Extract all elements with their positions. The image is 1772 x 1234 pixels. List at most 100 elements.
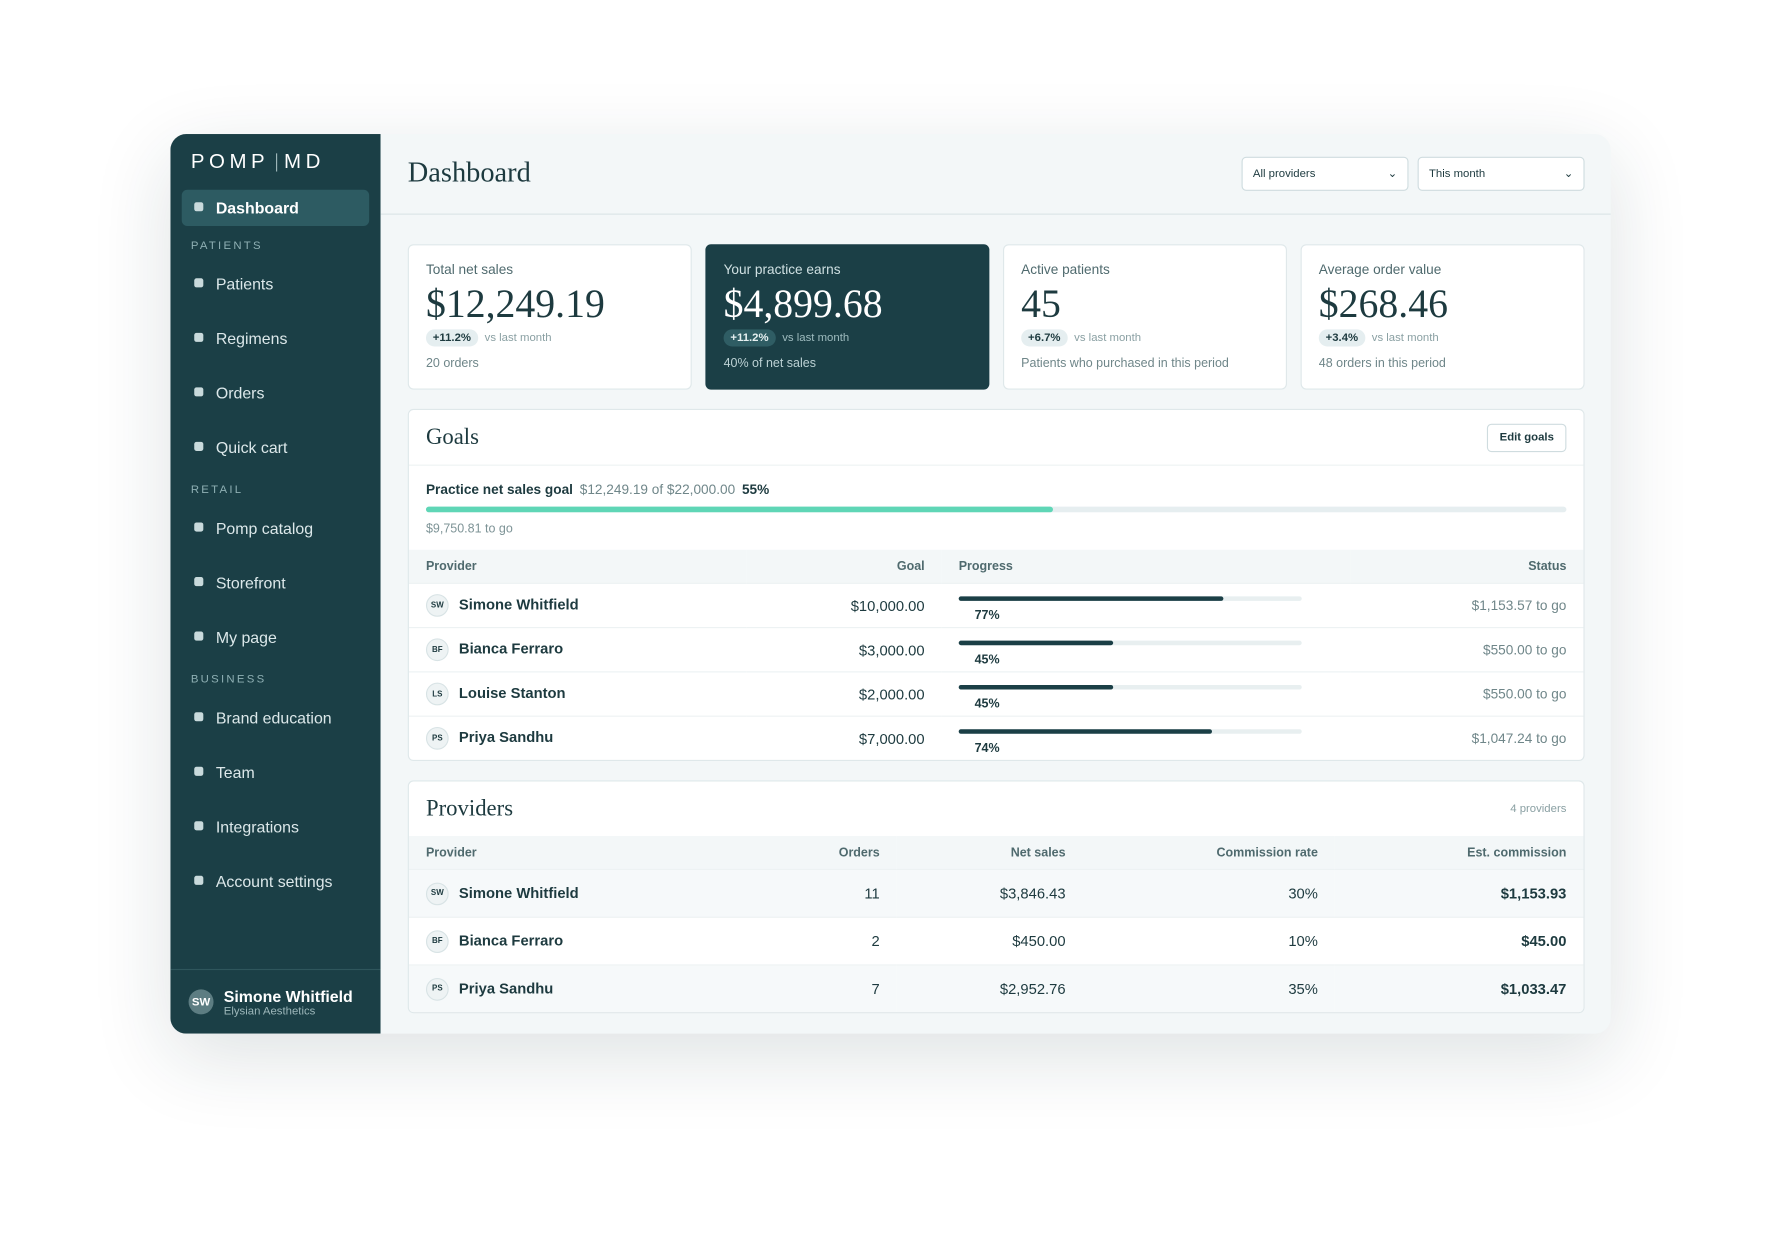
column-header: Goal <box>746 549 942 584</box>
nav-label: Quick cart <box>215 438 288 457</box>
kpi-footnote: Patients who purchased in this period <box>1021 356 1229 371</box>
nav-item[interactable]: Team <box>182 754 369 790</box>
nav-item[interactable]: Storefront <box>182 565 369 601</box>
brand-right: MD <box>283 149 325 173</box>
nav-label: Patients <box>215 274 274 294</box>
progress-label: 77% <box>974 608 1000 623</box>
brand-left: POMP <box>190 149 270 173</box>
edit-goals-button[interactable]: Edit goals <box>1487 423 1567 452</box>
rate-cell: 35% <box>1082 964 1335 1013</box>
provider-name: Priya Sandhu <box>458 728 554 746</box>
kpi-value: $268.46 <box>1318 281 1448 327</box>
nav-item[interactable]: Orders <box>182 375 369 411</box>
progress-fill <box>425 506 1054 513</box>
nav-item[interactable]: Patients <box>182 266 369 302</box>
goal-cell: $10,000.00 <box>746 582 942 628</box>
progress-track <box>425 506 1567 513</box>
nav-item[interactable]: Quick cart <box>182 429 369 465</box>
provider-cell: PS Priya Sandhu <box>408 964 757 1013</box>
user-profile[interactable]: SW Simone Whitfield Elysian Aesthetics <box>170 968 381 1034</box>
nav-item[interactable]: Dashboard <box>181 189 370 227</box>
nav-section: PATIENTS <box>190 239 263 253</box>
nav-label: Regimens <box>215 329 288 348</box>
goal-cell: $2,000.00 <box>746 671 942 717</box>
nav-item[interactable]: Integrations <box>182 809 369 845</box>
provider-name: Simone Whitfield <box>458 883 579 901</box>
progress-cell: 45% <box>941 627 1351 672</box>
progress-fill <box>958 640 1114 645</box>
net-sales-cell: $2,952.76 <box>896 964 1083 1013</box>
nav-label: Integrations <box>215 817 299 837</box>
kpi-change: +3.4% vs last month <box>1318 329 1567 347</box>
page-title: Dashboard <box>407 157 531 189</box>
kpi-change: +11.2% vs last month <box>723 329 972 347</box>
provider-cell: LS Louise Stanton <box>408 671 747 717</box>
filter-select[interactable]: All providers ⌄ <box>1241 156 1409 191</box>
nav-item[interactable]: Brand education <box>182 700 369 736</box>
kpi-card: Your practice earns $4,899.68 +11.2% vs las… <box>705 244 990 390</box>
kpi-value: $12,249.19 <box>425 281 605 327</box>
provider-count: 4 providers <box>1510 802 1567 816</box>
progress-fill <box>958 728 1213 734</box>
main: Dashboard All providers ⌄ This month ⌄ Total … <box>380 134 1611 1034</box>
kpi-value: $4,899.68 <box>723 281 883 327</box>
brand-logo: POMP MD <box>170 134 380 174</box>
nav-item[interactable]: My page <box>182 619 369 655</box>
goal-cell: $3,000.00 <box>746 627 942 672</box>
nav-item[interactable]: Regimens <box>182 320 369 356</box>
kpi-card: Average order value $268.46 +3.4% vs last m… <box>1300 244 1585 390</box>
provider-cell: SW Simone Whitfield <box>408 868 757 918</box>
nav-label: Team <box>215 763 255 782</box>
nav-icon <box>192 709 206 727</box>
nav-item[interactable]: Account settings <box>182 863 369 899</box>
nav-label: Account settings <box>215 872 333 891</box>
progress-cell: 45% <box>941 671 1351 717</box>
providers-card: Providers 4 providers Provider Orders Net sa… <box>407 780 1585 1014</box>
nav-icon <box>192 384 206 402</box>
column-header: Progress <box>941 549 1351 584</box>
goal-remaining: $9,750.81 to go <box>425 522 513 537</box>
nav-label: Orders <box>215 383 265 403</box>
practice-goal: Practice net sales goal $12,249.19 of $22… <box>409 466 1584 550</box>
icon <box>194 441 204 451</box>
change-pill: +3.4% <box>1318 329 1365 347</box>
kpi-footnote: 48 orders in this period <box>1318 356 1446 371</box>
nav-label: Brand education <box>215 708 332 727</box>
initials: PS <box>425 977 449 1001</box>
nav-icon <box>192 628 206 646</box>
table-header: Provider Orders Net sales Commission rate Es… <box>408 836 1584 870</box>
change-pill: +6.7% <box>1021 329 1068 347</box>
net-sales-cell: $3,846.43 <box>896 868 1083 918</box>
nav-item[interactable]: Pomp catalog <box>182 510 369 546</box>
kpi-card: Active patients 45 +6.7% vs last month Patie… <box>1002 244 1287 390</box>
rate-cell: 10% <box>1082 916 1335 965</box>
filter-select[interactable]: This month ⌄ <box>1417 156 1585 191</box>
nav-label: Dashboard <box>215 198 299 217</box>
goal-row: SW Simone Whitfield $10,000.00 77% $1,153.57… <box>408 582 1584 628</box>
app-window: POMP MD Dashboard PATIENTS Patients Regimens O… <box>170 134 1611 1034</box>
orders-cell: 2 <box>756 916 897 965</box>
goal-row: BF Bianca Ferraro $3,000.00 45% $550.00 to g… <box>408 627 1584 672</box>
progress-fill <box>958 684 1114 689</box>
commission-cell: $1,033.47 <box>1334 964 1584 1013</box>
nav-section: RETAIL <box>190 483 244 497</box>
provider-name: Simone Whitfield <box>458 595 579 613</box>
column-header: Commission rate <box>1082 836 1335 870</box>
nav-icon <box>192 763 206 781</box>
filter-label: All providers <box>1252 167 1316 181</box>
nav-label: Pomp catalog <box>215 519 314 538</box>
card-header: Goals Edit goals <box>408 410 1584 466</box>
change-pill: +11.2% <box>425 329 478 347</box>
providers-table: Provider Orders Net sales Commission rate Es… <box>408 836 1584 1013</box>
icon <box>194 821 204 831</box>
kpi-footnote: 20 orders <box>425 356 479 371</box>
nav-icon <box>192 872 206 890</box>
card-title: Providers <box>425 795 514 821</box>
provider-row: BF Bianca Ferraro 2 $450.00 10% $45.00 <box>408 916 1584 965</box>
kpi-label: Total net sales <box>425 261 514 278</box>
net-sales-cell: $450.00 <box>896 916 1083 965</box>
user-org: Elysian Aesthetics <box>223 1004 316 1018</box>
icon <box>194 522 204 532</box>
